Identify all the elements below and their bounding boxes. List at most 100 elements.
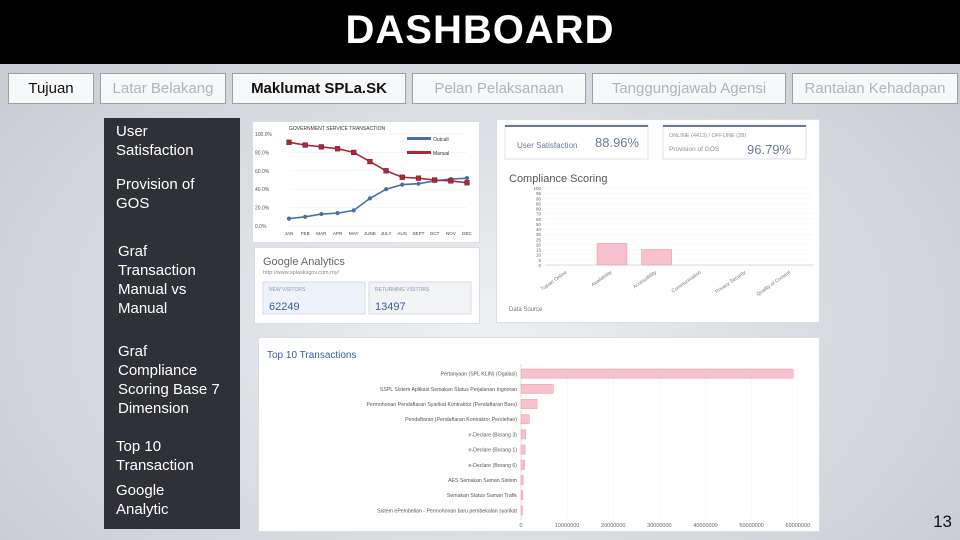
sidebar-item-provision-gos[interactable]: Provision of GOS xyxy=(116,176,195,212)
line-point xyxy=(399,174,405,180)
compliance-y-tick: 0 xyxy=(538,263,541,268)
top10-title: Top 10 Transactions xyxy=(267,350,357,361)
sidebar-item-user-satisfaction[interactable]: User Satisfaction xyxy=(116,123,194,159)
line-chart-title: GOVERNMENT SERVICE TRANSACTION xyxy=(289,126,386,132)
line-y-tick-label: 0.0% xyxy=(255,224,267,230)
new-visitors-label: NEW VISITORS xyxy=(269,287,306,293)
compliance-y-tick: 60 xyxy=(536,217,542,222)
top10-x-tick: 10000000 xyxy=(555,523,579,529)
analytics-title: Google Analytics xyxy=(263,256,345,268)
tab-latar-belakang[interactable]: Latar Belakang xyxy=(100,73,226,104)
top10-x-tick: 40000000 xyxy=(693,523,717,529)
compliance-y-tick: 10 xyxy=(536,253,542,258)
returning-visitors-value: 13497 xyxy=(375,301,406,313)
sidebar-item-google-analytic[interactable]: Google Analytic xyxy=(116,482,169,518)
top10-svg: Top 10 Transactions Pertanyaan (SPL KLIN… xyxy=(267,350,810,529)
line-x-tick-label: JAN xyxy=(285,231,294,236)
top10-row-label: Pertanyaan (SPL KLIN) (Ogalasi) xyxy=(441,372,518,378)
kpi-right-accent xyxy=(663,125,806,127)
line-point xyxy=(432,177,438,183)
tab-tanggungjawab[interactable]: Tanggungjawab Agensi xyxy=(592,73,786,104)
line-point xyxy=(383,187,389,192)
line-series-manual xyxy=(288,141,468,184)
top10-bar xyxy=(520,475,524,485)
compliance-bar xyxy=(596,243,628,266)
sidebar-item-graf-compliance[interactable]: Graf Compliance Scoring Base 7 Dimension xyxy=(118,343,220,417)
compliance-bar xyxy=(641,249,672,266)
line-point xyxy=(351,149,357,156)
tab-maklumat[interactable]: Maklumat SPLa.SK xyxy=(232,73,406,104)
line-point xyxy=(367,196,373,201)
transaction-line-chart: GOVERNMENT SERVICE TRANSACTION 100.0% 80.… xyxy=(255,126,473,236)
top10-panel: Top 10 Transactions Pertanyaan (SPL KLIN… xyxy=(258,337,820,532)
line-x-tick-label: JULY xyxy=(381,231,392,236)
line-point xyxy=(334,146,341,152)
top10-bar xyxy=(520,399,538,409)
top10-row-label: e-Declare (Borang 1) xyxy=(469,448,518,454)
line-x-tick-label: MAY xyxy=(349,231,359,236)
top10-bar xyxy=(520,459,525,470)
top10-bar xyxy=(520,383,554,394)
top10-row-label: Sistem ePembelian - Permohonan baru pemb… xyxy=(377,508,517,514)
new-visitors-value: 62249 xyxy=(269,301,300,313)
sidebar: User Satisfaction Provision of GOS Graf … xyxy=(104,118,240,529)
line-series-online xyxy=(288,177,468,220)
line-point xyxy=(464,180,470,186)
title-bar: DASHBOARD xyxy=(0,0,960,64)
top10-x-tick: 0 xyxy=(519,523,522,529)
compliance-panel-svg: User Satisfaction 88.96% ONLINE (4413) /… xyxy=(504,124,813,313)
returning-visitors-card xyxy=(368,281,472,315)
line-y-tick-label: 60.0% xyxy=(255,169,270,175)
line-point xyxy=(351,208,356,213)
compliance-title: Compliance Scoring xyxy=(509,173,607,185)
line-point xyxy=(383,168,389,174)
page-number: 13 xyxy=(933,512,952,531)
compliance-y-tick: 30 xyxy=(536,232,542,237)
analytics-subtitle: http://www.splasksgov.com.my/ xyxy=(263,270,339,276)
line-point xyxy=(319,211,324,217)
top10-row-label: Permohonan Pendaftaran Syarikat Kontrakt… xyxy=(366,402,517,408)
top10-x-tick: 60000000 xyxy=(786,523,810,529)
tab-pelan[interactable]: Pelan Pelaksanaan xyxy=(412,73,586,104)
compliance-category-label: Quality of Content xyxy=(756,269,793,297)
tab-rantaian[interactable]: Rantaian Kehadapan xyxy=(792,73,958,104)
top10-bar xyxy=(520,505,523,516)
line-y-tick-label: 40.0% xyxy=(255,187,270,193)
kpi-right-caption-2: Provision of GOS xyxy=(669,146,720,153)
kpi-right-caption-1: ONLINE (4413) / OFFLINE (28) xyxy=(669,133,746,139)
top10-x-tick: 50000000 xyxy=(739,523,763,529)
line-point xyxy=(415,175,422,181)
top10-row-label: Semakan Status Saman Trafik xyxy=(447,493,517,499)
sidebar-item-top10[interactable]: Top 10 Transaction xyxy=(116,438,194,474)
line-y-tick-label: 20.0% xyxy=(255,206,270,212)
sidebar-item-graf-transaction[interactable]: Graf Transaction Manual vs Manual xyxy=(118,243,196,317)
returning-visitors-label: RETURNING VISITORS xyxy=(375,287,430,293)
kpi-left-accent xyxy=(505,125,648,127)
kpi-user-satisfaction-card xyxy=(504,124,649,160)
kpi-right-value: 96.79% xyxy=(747,142,792,157)
compliance-y-tick: 100 xyxy=(533,186,541,191)
kpi-gos-card xyxy=(662,124,807,160)
line-y-tick-label: 100.0% xyxy=(255,132,273,138)
tab-tujuan[interactable]: Tujuan xyxy=(8,73,94,104)
line-x-tick-label: OCT xyxy=(430,231,440,236)
line-point xyxy=(303,214,308,219)
line-x-tick-label: APR xyxy=(333,231,343,236)
kpi-left-value: 88.96% xyxy=(595,135,640,150)
compliance-category-label: Accessibility xyxy=(632,269,658,290)
compliance-y-tick: 20 xyxy=(536,242,542,247)
compliance-y-tick: 80 xyxy=(536,207,542,212)
line-point xyxy=(286,216,292,221)
compliance-y-tick: 5 xyxy=(538,258,541,263)
new-visitors-card xyxy=(262,281,366,315)
compliance-y-tick: 90 xyxy=(536,196,542,201)
google-analytics-panel: Google Analytics http://www.splasksgov.c… xyxy=(254,247,480,324)
compliance-y-tick: 25 xyxy=(536,237,542,242)
top10-row-label: Pendaftaran (Pendaftaran Kontraktor Pero… xyxy=(405,417,517,423)
line-point xyxy=(400,182,405,187)
legend-online-swatch xyxy=(407,137,431,140)
top10-row-label: e-Declare (Borang 3) xyxy=(469,432,518,438)
legend-manual-swatch xyxy=(407,151,431,154)
line-y-tick-label: 80.0% xyxy=(255,150,270,156)
legend-online-label: Outcall xyxy=(433,137,449,143)
